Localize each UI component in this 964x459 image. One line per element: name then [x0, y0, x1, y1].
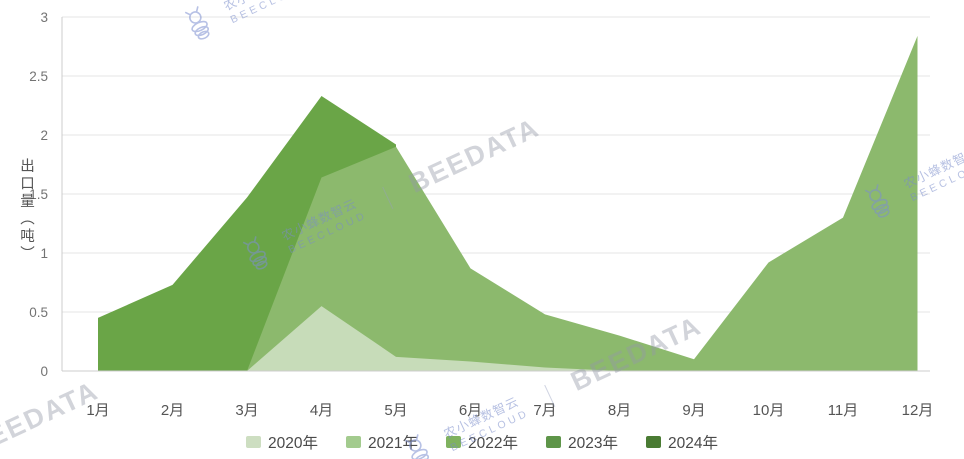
y-axis-tick-labels: 0 0.5 1 1.5 2 2.5 3	[29, 10, 48, 379]
legend-label: 2024年	[667, 435, 718, 452]
x-tick-label: 2月	[161, 402, 184, 419]
y-tick-label: 0.5	[29, 305, 48, 320]
chart-legend: 2020年 2021年 2022年 2023年 2024年	[0, 431, 964, 453]
axes	[61, 17, 930, 372]
area-series-2020年	[98, 306, 918, 371]
y-tick-label: 1	[40, 246, 48, 261]
y-axis-title: 出口量（吨）	[18, 158, 34, 263]
x-tick-label: 5月	[384, 402, 407, 419]
legend-item-2021年[interactable]: 2021年	[346, 431, 418, 453]
area-series-2022年	[98, 35, 918, 371]
x-tick-label: 6月	[459, 402, 482, 419]
y-tick-label: 3	[40, 10, 48, 25]
legend-label: 2020年	[268, 435, 319, 452]
area-series	[98, 35, 918, 371]
x-tick-label: 10月	[753, 402, 785, 419]
legend-item-2020年[interactable]: 2020年	[246, 431, 318, 453]
x-tick-label: 3月	[235, 402, 258, 419]
area-chart-canvas: 0 0.5 1 1.5 2 2.5 3 1月 2月 3月 4月 5月 6月 7月 8月 9月 10月 11月 12…	[29, 10, 933, 419]
legend-swatch	[346, 436, 362, 448]
x-tick-label: 1月	[86, 402, 109, 419]
x-tick-label: 7月	[533, 402, 556, 419]
x-tick-label: 11月	[828, 402, 859, 419]
y-tick-label: 0	[40, 364, 48, 379]
legend-item-2023年[interactable]: 2023年	[545, 431, 618, 453]
x-tick-label: 8月	[608, 402, 631, 419]
legend-label: 2022年	[468, 435, 518, 452]
legend-label: 2023年	[567, 435, 618, 452]
y-tick-label: 1.5	[29, 187, 48, 202]
legend-label: 2021年	[368, 435, 418, 452]
x-axis-tick-labels: 1月 2月 3月 4月 5月 6月 7月 8月 9月 10月 11月 12月	[86, 402, 933, 419]
legend-item-2024年[interactable]: 2024年	[645, 431, 718, 453]
x-tick-label: 4月	[310, 402, 333, 419]
x-tick-label: 12月	[902, 402, 934, 419]
y-tick-label: 2.5	[29, 69, 48, 84]
x-tick-label: 9月	[682, 402, 705, 419]
y-tick-label: 2	[40, 128, 48, 143]
legend-swatch	[645, 436, 661, 448]
legend-swatch	[246, 436, 262, 448]
legend-item-2022年[interactable]: 2022年	[446, 431, 518, 453]
legend-swatch	[446, 436, 461, 448]
legend-swatch	[545, 436, 561, 448]
